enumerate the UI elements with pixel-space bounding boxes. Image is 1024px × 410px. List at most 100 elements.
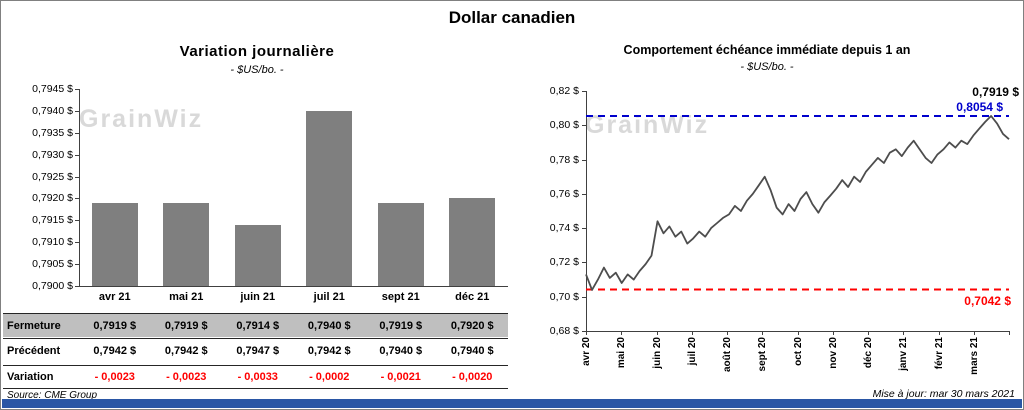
y-tick-mark: [75, 154, 79, 156]
table-cell: - 0,0020: [452, 371, 493, 383]
bar: [306, 110, 353, 286]
x-tick-label: mai 20: [616, 337, 628, 369]
footer-bar: [2, 399, 1022, 408]
y-tick-mark: [582, 331, 586, 332]
x-tick-label: août 20: [722, 337, 733, 373]
y-tick-label: 0,7935 $: [32, 126, 73, 139]
y-tick-mark: [75, 220, 79, 222]
high-reference-label: 0,8054 $: [956, 100, 1003, 115]
x-tick-mark: [832, 331, 834, 335]
y-tick-label: 0,7905 $: [32, 258, 73, 271]
x-tick-mark: [938, 331, 940, 335]
y-tick-label: 0,74 $: [549, 222, 579, 235]
y-tick-mark: [75, 264, 79, 266]
table-cell: - 0,0023: [166, 371, 207, 383]
y-tick-label: 0,7910 $: [32, 236, 73, 249]
y-tick-mark: [75, 242, 79, 244]
x-tick-label: nov 20: [827, 337, 839, 369]
y-tick-mark: [582, 159, 586, 161]
table-row: Fermeture 0,7919 $ 0,7919 $ 0,7914 $ 0,7940 …: [3, 313, 508, 337]
y-tick-label: 0,7920 $: [32, 192, 73, 205]
category-label: juil 21: [313, 291, 345, 303]
source-note: Source: CME Group: [7, 390, 98, 401]
x-tick-label: avr 20: [581, 337, 592, 366]
y-tick-label: 0,7930 $: [32, 148, 73, 161]
x-tick-label: févr 21: [933, 337, 945, 370]
x-tick-mark: [656, 331, 658, 335]
y-tick-label: 0,7915 $: [32, 214, 73, 227]
x-tick-label: janv 21: [898, 337, 910, 371]
bar: [449, 198, 496, 286]
last-price-label: 0,7919 $: [972, 85, 1019, 99]
category-label: mai 21: [169, 291, 204, 303]
updated-note: Mise à jour: mar 30 mars 2021: [872, 388, 1015, 400]
table-cell: 0,7940 $: [307, 319, 351, 332]
price-line-chart: [585, 115, 1010, 291]
table-cell: 0,7942 $: [93, 344, 137, 357]
table-cell: 0,7940 $: [450, 344, 494, 357]
grainwiz-watermark: GrainWiz: [79, 105, 204, 133]
table-cell: 0,7942 $: [307, 344, 351, 357]
x-tick-mark: [762, 331, 764, 335]
table-cell: 0,7919 $: [379, 319, 423, 332]
x-tick-mark: [868, 331, 869, 335]
table-cell: 0,7942 $: [164, 344, 208, 357]
x-tick-mark: [691, 331, 693, 335]
bar: [377, 202, 424, 286]
bar: [234, 224, 281, 286]
y-tick-label: 0,68 $: [549, 325, 579, 337]
category-label: sept 21: [381, 291, 420, 303]
right-chart-panel: Comportement échéance immédiate depuis 1…: [511, 31, 1023, 399]
table-row-label: Fermeture: [7, 319, 61, 332]
left-chart-title: Variation journalière: [179, 43, 335, 60]
y-tick-label: 0,78 $: [549, 153, 579, 166]
table-row: Variation - 0,0023 - 0,0023 - 0,0033 - 0,000…: [3, 365, 508, 389]
table-row-label: Précédent: [7, 344, 61, 357]
table-cell: 0,7940 $: [379, 344, 423, 357]
y-tick-label: 0,80 $: [549, 119, 579, 132]
y-tick-label: 0,7945 $: [32, 83, 73, 95]
x-tick-label: juil 20: [686, 337, 698, 366]
x-tick-mark: [797, 331, 799, 335]
x-tick-mark: [586, 331, 587, 335]
x-tick-mark: [1009, 331, 1010, 335]
table-row-label: Variation: [7, 371, 54, 383]
left-chart-subtitle: - $US/bo. -: [230, 64, 284, 76]
x-tick-label: déc 20: [863, 337, 874, 369]
y-tick-label: 0,7940 $: [32, 104, 73, 117]
x-tick-mark: [727, 331, 728, 335]
bar: [91, 202, 138, 286]
table-cell: 0,7920 $: [450, 319, 494, 332]
x-tick-label: oct 20: [792, 337, 804, 366]
y-tick-label: 0,82 $: [549, 85, 579, 97]
x-axis-line: [79, 286, 508, 287]
y-tick-label: 0,7900 $: [32, 280, 73, 292]
y-tick-label: 0,76 $: [549, 187, 579, 200]
x-tick-mark: [903, 331, 905, 335]
x-tick-label: sept 20: [757, 337, 769, 372]
y-tick-mark: [75, 176, 79, 178]
y-axis-line: [79, 89, 80, 286]
table-cell: 0,7947 $: [236, 344, 280, 357]
y-tick-mark: [582, 125, 586, 127]
table-cell: 0,7919 $: [164, 319, 208, 332]
y-tick-mark: [75, 286, 79, 287]
y-tick-label: 0,70 $: [549, 290, 579, 303]
right-chart-subtitle: - $US/bo. -: [740, 61, 794, 73]
left-chart-panel: Variation journalière - $US/bo. - GrainW…: [3, 31, 511, 399]
y-tick-label: 0,72 $: [549, 256, 579, 269]
y-tick-mark: [75, 132, 79, 134]
category-label: déc 21: [455, 291, 490, 303]
y-tick-label: 0,7925 $: [32, 170, 73, 183]
category-label: juin 21: [240, 291, 276, 303]
x-tick-label: juin 20: [651, 337, 663, 369]
low-reference-label: 0,7042 $: [964, 293, 1011, 308]
y-tick-mark: [75, 89, 79, 90]
table-cell: 0,7919 $: [93, 319, 137, 332]
table-cell: - 0,0023: [94, 371, 135, 383]
y-tick-mark: [582, 193, 586, 195]
page-title: Dollar canadien: [448, 8, 576, 27]
table-cell: - 0,0021: [380, 371, 421, 383]
table-cell: - 0,0033: [237, 371, 278, 383]
